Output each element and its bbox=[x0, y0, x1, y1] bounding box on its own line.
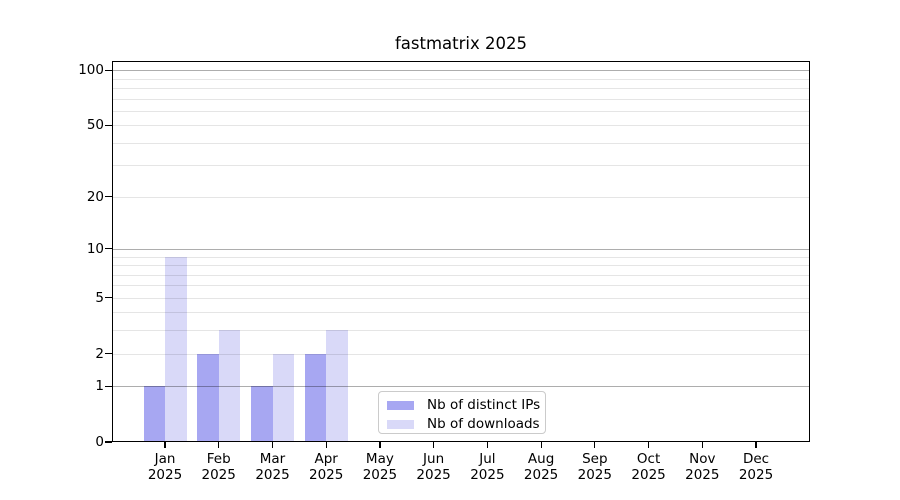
y-tick-label-50: 50 bbox=[86, 117, 104, 134]
gridline-minor-30 bbox=[112, 165, 810, 167]
y-tick-mark-1 bbox=[105, 385, 112, 387]
y-tick-label-0: 0 bbox=[95, 434, 104, 450]
bar-distinct-ips-feb bbox=[197, 353, 219, 442]
x-tick-label-dec: Dec 2025 bbox=[714, 451, 798, 483]
x-tick-mark-jun bbox=[433, 442, 435, 448]
gridline-minor-5 bbox=[112, 297, 810, 299]
legend-swatch-distinct-ips-icon bbox=[387, 400, 414, 410]
y-tick-label-10: 10 bbox=[86, 240, 104, 257]
gridline-minor-9 bbox=[112, 256, 810, 258]
gridline-minor-50 bbox=[112, 125, 810, 127]
y-tick-mark-5 bbox=[105, 297, 112, 299]
bar-distinct-ips-mar bbox=[251, 386, 273, 442]
gridline-minor-4 bbox=[112, 312, 810, 314]
y-tick-label-5: 5 bbox=[95, 289, 104, 306]
x-tick-mark-jul bbox=[486, 442, 488, 448]
y-tick-label-100: 100 bbox=[78, 62, 104, 79]
legend-label-distinct-ips: Nb of distinct IPs bbox=[427, 397, 541, 413]
bar-distinct-ips-jan bbox=[143, 386, 165, 442]
bars-layer bbox=[112, 61, 810, 442]
bar-downloads-mar bbox=[272, 353, 294, 442]
gridline-major-10 bbox=[112, 248, 810, 250]
x-tick-month-dec: Dec bbox=[742, 451, 770, 467]
plot-area: Nb of distinct IPs Nb of downloads bbox=[112, 61, 810, 442]
y-tick-mark-50 bbox=[105, 124, 112, 126]
gridline-minor-70 bbox=[112, 98, 810, 100]
x-tick-mark-aug bbox=[540, 442, 542, 448]
y-tick-mark-0 bbox=[105, 441, 112, 443]
legend-item-downloads: Nb of downloads bbox=[387, 416, 545, 432]
y-tick-mark-100 bbox=[105, 69, 112, 71]
gridline-minor-6 bbox=[112, 285, 810, 287]
gridline-minor-90 bbox=[112, 78, 810, 80]
gridline-minor-3 bbox=[112, 330, 810, 332]
bar-distinct-ips-apr bbox=[304, 353, 327, 442]
x-tick-mark-apr bbox=[325, 442, 327, 448]
x-tick-mark-sep bbox=[594, 442, 596, 448]
gridline-minor-7 bbox=[112, 274, 810, 276]
x-tick-mark-oct bbox=[647, 442, 650, 448]
bar-downloads-feb bbox=[218, 330, 241, 442]
x-tick-mark-jan bbox=[164, 442, 166, 448]
x-tick-mark-nov bbox=[701, 442, 703, 448]
bar-downloads-apr bbox=[326, 330, 348, 442]
legend-swatch-downloads-icon bbox=[387, 419, 414, 429]
gridlines-layer bbox=[112, 61, 810, 442]
gridline-minor-8 bbox=[112, 265, 810, 266]
x-tick-mark-feb bbox=[218, 442, 220, 448]
x-tick-mark-may bbox=[379, 442, 381, 448]
y-tick-mark-10 bbox=[105, 248, 112, 250]
gridline-major-100 bbox=[112, 70, 810, 72]
legend-item-distinct-ips: Nb of distinct IPs bbox=[387, 397, 545, 413]
chart-title: fastmatrix 2025 bbox=[394, 34, 527, 53]
x-tick-mark-mar bbox=[271, 442, 274, 448]
bar-downloads-jan bbox=[165, 256, 187, 442]
y-tick-label-20: 20 bbox=[86, 188, 104, 205]
gridline-minor-20 bbox=[112, 196, 810, 198]
y-tick-label-1: 1 bbox=[95, 378, 104, 395]
x-tick-year-dec: 2025 bbox=[738, 466, 774, 483]
x-tick-mark-dec bbox=[755, 442, 757, 448]
y-tick-mark-2 bbox=[105, 352, 112, 355]
gridline-minor-80 bbox=[112, 88, 810, 90]
legend: Nb of distinct IPs Nb of downloads bbox=[378, 391, 546, 434]
y-tick-label-2: 2 bbox=[95, 345, 104, 362]
gridline-major-1 bbox=[112, 386, 810, 388]
gridline-minor-60 bbox=[112, 110, 810, 112]
y-tick-mark-20 bbox=[105, 196, 112, 198]
gridline-minor-40 bbox=[112, 142, 810, 144]
legend-label-downloads: Nb of downloads bbox=[427, 416, 540, 432]
gridline-minor-2 bbox=[112, 353, 810, 355]
